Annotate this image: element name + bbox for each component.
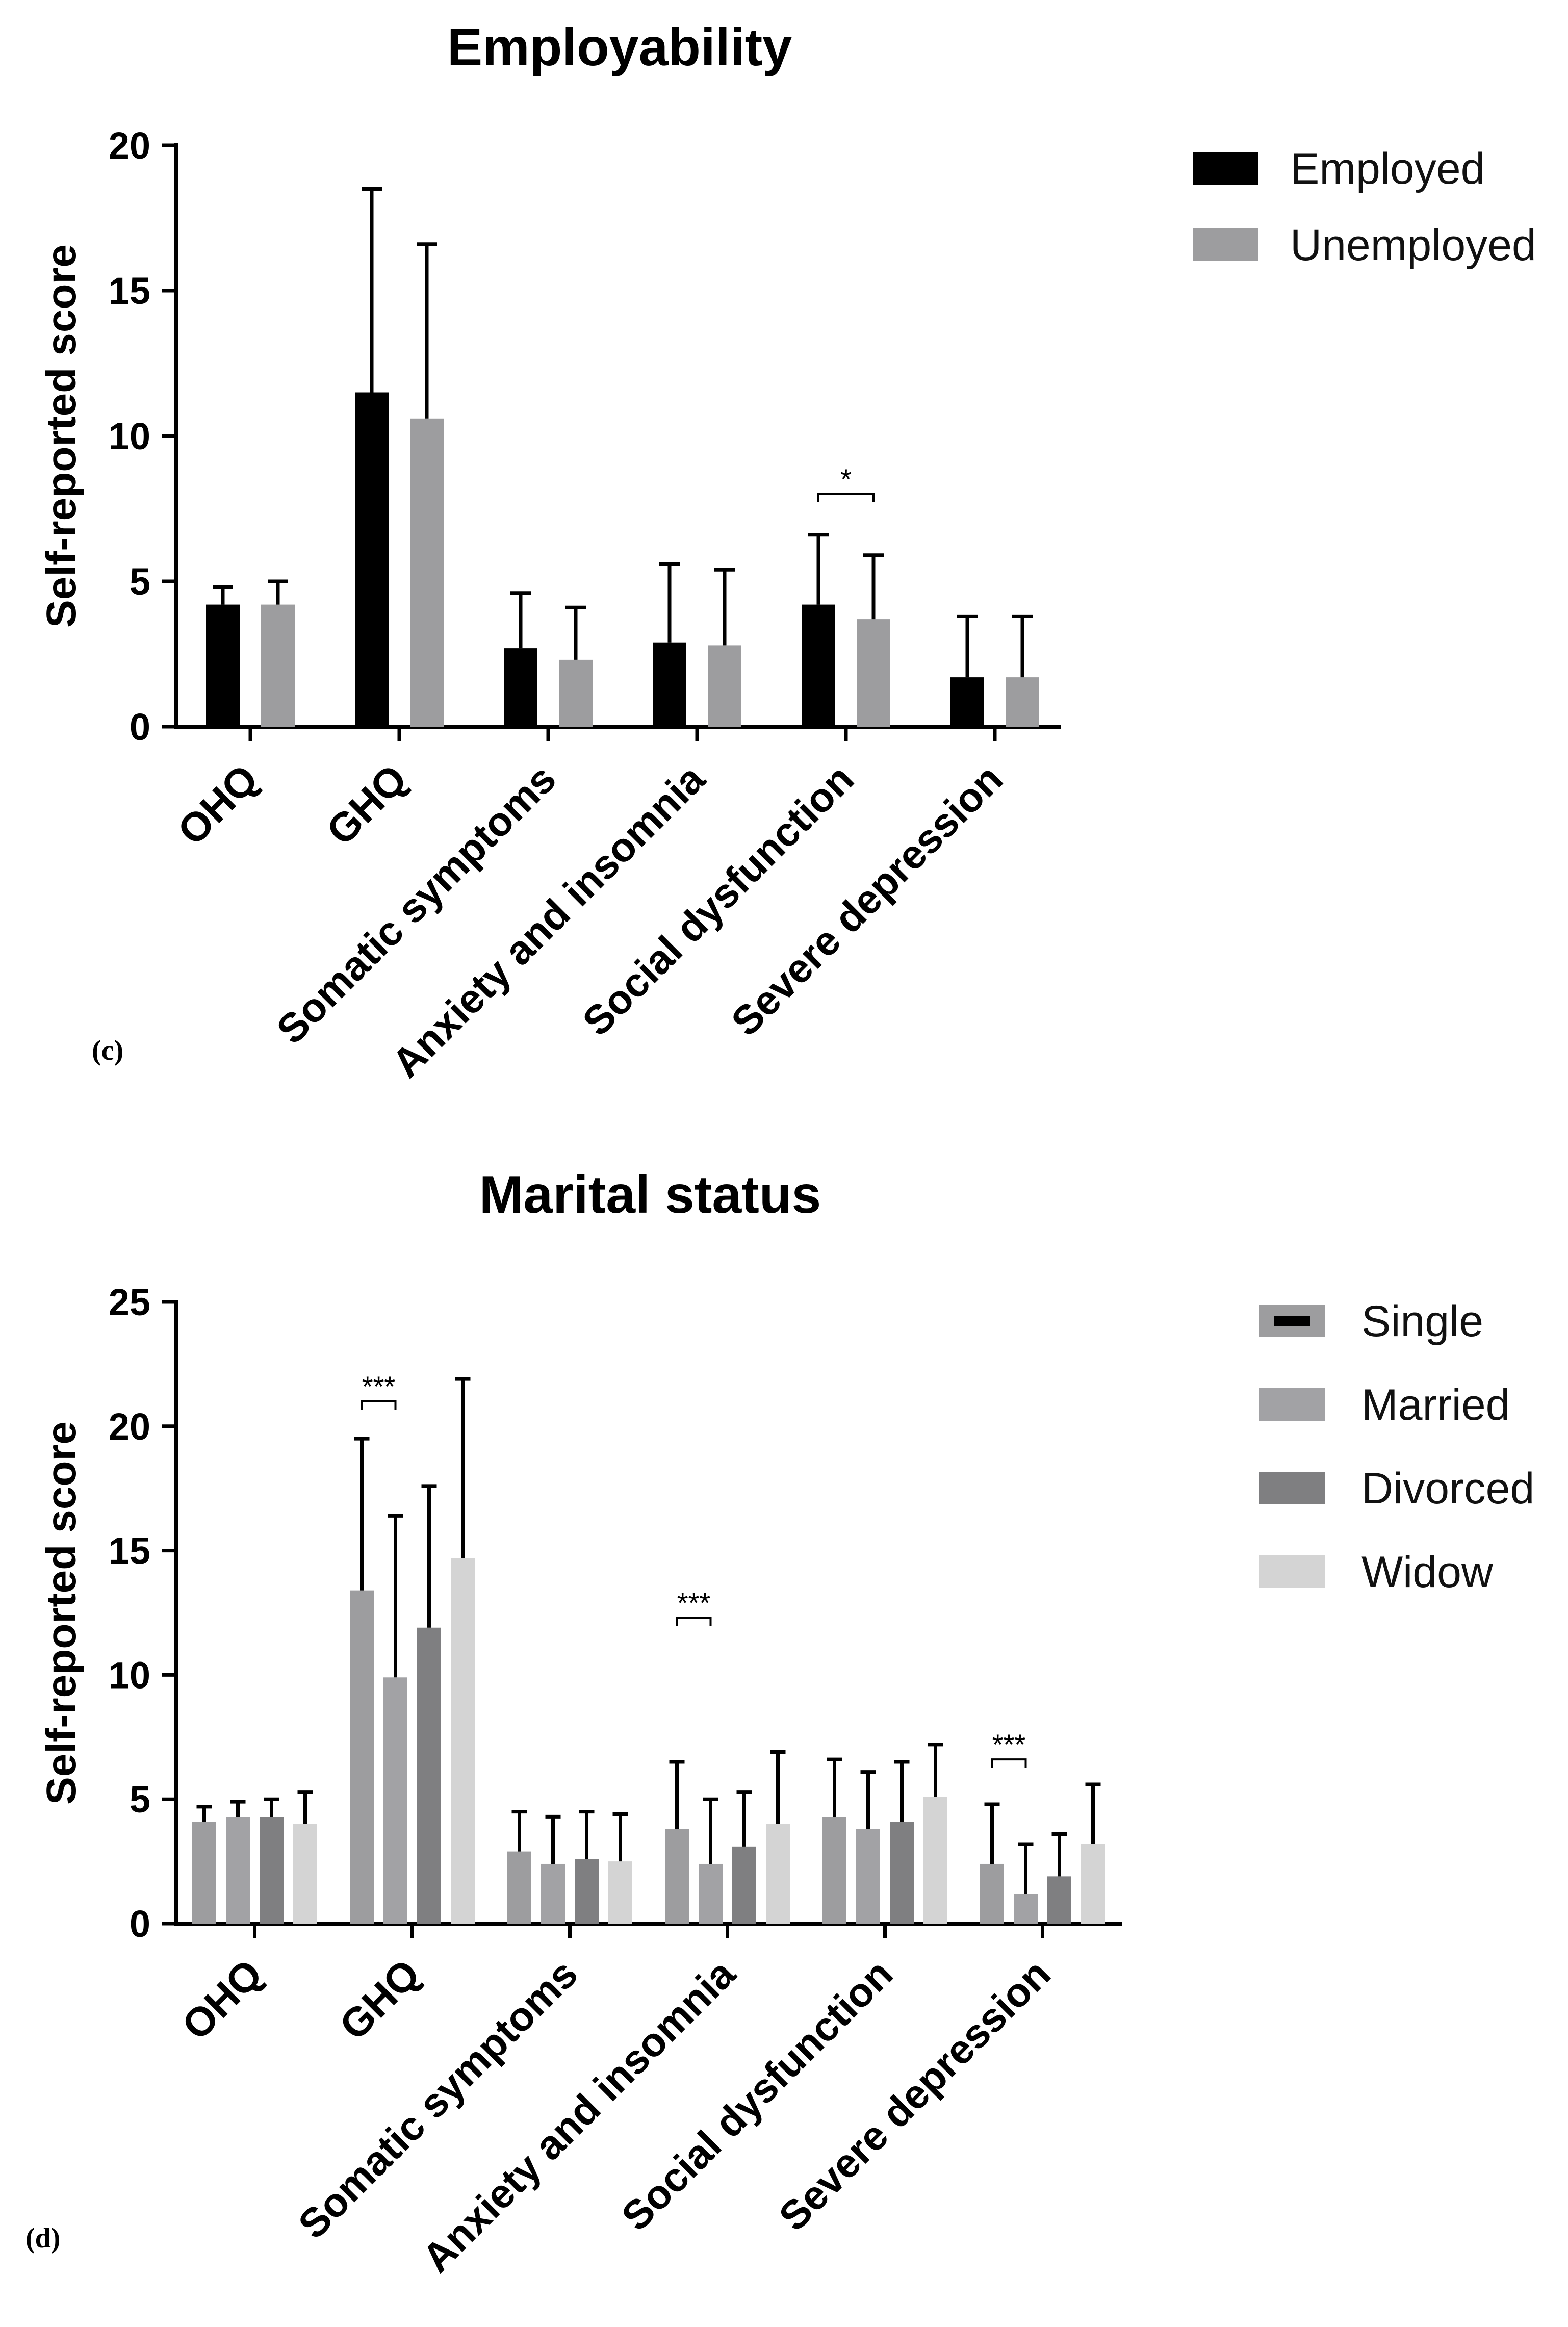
bar-single-anxiety-and-insomnia [665, 1829, 689, 1924]
y-tick-label: 0 [130, 706, 150, 748]
bar-widow-severe-depression [1081, 1844, 1105, 1924]
significance-label: *** [677, 1587, 710, 1619]
legend-swatch-mark-single [1274, 1316, 1310, 1326]
y-axis-label: Self-reported score [38, 1421, 85, 1805]
y-tick-label: 5 [130, 1778, 150, 1821]
bar-employed-somatic-symptoms [504, 648, 537, 727]
legend-label-divorced: Divorced [1361, 1464, 1534, 1513]
bar-unemployed-ohq [261, 604, 295, 727]
significance-bracket [361, 1400, 397, 1410]
significance-bracket [991, 1758, 1027, 1768]
bar-widow-social-dysfunction [923, 1797, 947, 1924]
significance-label: *** [362, 1370, 395, 1402]
legend-label-widow: Widow [1361, 1548, 1494, 1597]
bar-divorced-somatic-symptoms [575, 1859, 599, 1924]
bar-married-ohq [226, 1817, 250, 1924]
y-axis-label: Self-reported score [38, 244, 85, 628]
bar-widow-ghq [451, 1558, 475, 1924]
bar-married-social-dysfunction [856, 1829, 880, 1924]
y-tick-label: 10 [109, 1654, 150, 1696]
bar-unemployed-ghq [410, 418, 444, 727]
bar-widow-somatic-symptoms [608, 1861, 632, 1924]
x-category-label-ghq: GHQ [331, 1951, 429, 2049]
bar-unemployed-severe-depression [1006, 677, 1039, 727]
bar-employed-ghq [355, 392, 389, 727]
x-category-label-somatic-symptoms: Somatic symptoms [268, 756, 564, 1053]
bar-divorced-anxiety-and-insomnia [732, 1846, 756, 1924]
y-tick-label: 20 [109, 1405, 150, 1448]
bar-divorced-social-dysfunction [890, 1822, 914, 1924]
bar-widow-ohq [293, 1824, 317, 1924]
y-tick-label: 5 [130, 560, 150, 603]
x-category-label-ghq: GHQ [318, 756, 416, 854]
bar-unemployed-anxiety-and-insomnia [708, 645, 741, 727]
y-tick-label: 0 [130, 1903, 150, 1945]
x-category-label-anxiety-and-insomnia: Anxiety and insomnia [414, 1951, 744, 2281]
bar-unemployed-social-dysfunction [857, 619, 890, 727]
legend-label-single: Single [1361, 1297, 1483, 1346]
y-tick-label: 25 [109, 1281, 150, 1323]
significance-label: * [840, 463, 852, 495]
legend-swatch-unemployed [1193, 228, 1258, 261]
bar-employed-severe-depression [950, 677, 984, 727]
bar-married-ghq [383, 1677, 407, 1924]
bar-unemployed-somatic-symptoms [559, 659, 593, 727]
legend-swatch-employed [1193, 152, 1258, 185]
x-category-label-social-dysfunction: Social dysfunction [574, 756, 862, 1044]
x-category-label-somatic-symptoms: Somatic symptoms [290, 1951, 586, 2247]
y-tick-label: 15 [109, 270, 150, 312]
legend-swatch-divorced [1259, 1472, 1325, 1504]
legend-swatch-widow [1259, 1555, 1325, 1588]
bar-single-somatic-symptoms [507, 1851, 531, 1924]
bar-single-severe-depression [980, 1863, 1004, 1924]
significance-bracket [676, 1617, 712, 1626]
x-category-label-ohq: OHQ [173, 1951, 271, 2049]
chart-employability: Employability 0 5 10 15 20 Self-reported score… [38, 18, 1536, 1086]
y-tick-label: 20 [109, 124, 150, 167]
legend-label-employed: Employed [1290, 144, 1485, 193]
x-category-label-anxiety-and-insomnia: Anxiety and insomnia [383, 756, 713, 1086]
significance-label: *** [992, 1728, 1025, 1760]
bar-single-ghq [350, 1590, 374, 1924]
bar-divorced-ghq [417, 1627, 441, 1924]
y-tick-label: 15 [109, 1530, 150, 1572]
bar-divorced-severe-depression [1047, 1876, 1071, 1924]
bar-married-anxiety-and-insomnia [699, 1863, 723, 1924]
y-tick-label: 10 [109, 415, 150, 457]
chart-title: Marital status [479, 1165, 821, 1224]
bar-widow-anxiety-and-insomnia [766, 1824, 790, 1924]
panel-label: (d) [25, 2222, 60, 2254]
bar-divorced-ohq [260, 1817, 284, 1924]
bar-employed-anxiety-and-insomnia [653, 642, 686, 727]
bar-employed-social-dysfunction [802, 604, 835, 727]
x-category-label-ohq: OHQ [169, 756, 267, 854]
chart-marital-status: Marital status 0 5 10 15 20 25 Self-reported sc… [25, 1165, 1534, 2281]
chart-title: Employability [447, 18, 792, 77]
bar-married-somatic-symptoms [541, 1863, 565, 1924]
legend-label-married: Married [1361, 1380, 1510, 1429]
bar-single-ohq [192, 1822, 216, 1924]
bar-married-severe-depression [1014, 1894, 1038, 1924]
x-category-label-severe-depression: Severe depression [723, 756, 1011, 1044]
legend-swatch-married [1259, 1388, 1325, 1421]
bar-employed-ohq [206, 604, 240, 727]
bar-single-social-dysfunction [822, 1817, 846, 1924]
legend-label-unemployed: Unemployed [1290, 221, 1536, 270]
x-category-label-social-dysfunction: Social dysfunction [613, 1951, 902, 2239]
panel-label: (c) [92, 1035, 123, 1066]
significance-bracket [817, 493, 875, 502]
x-category-label-severe-depression: Severe depression [770, 1951, 1059, 2239]
